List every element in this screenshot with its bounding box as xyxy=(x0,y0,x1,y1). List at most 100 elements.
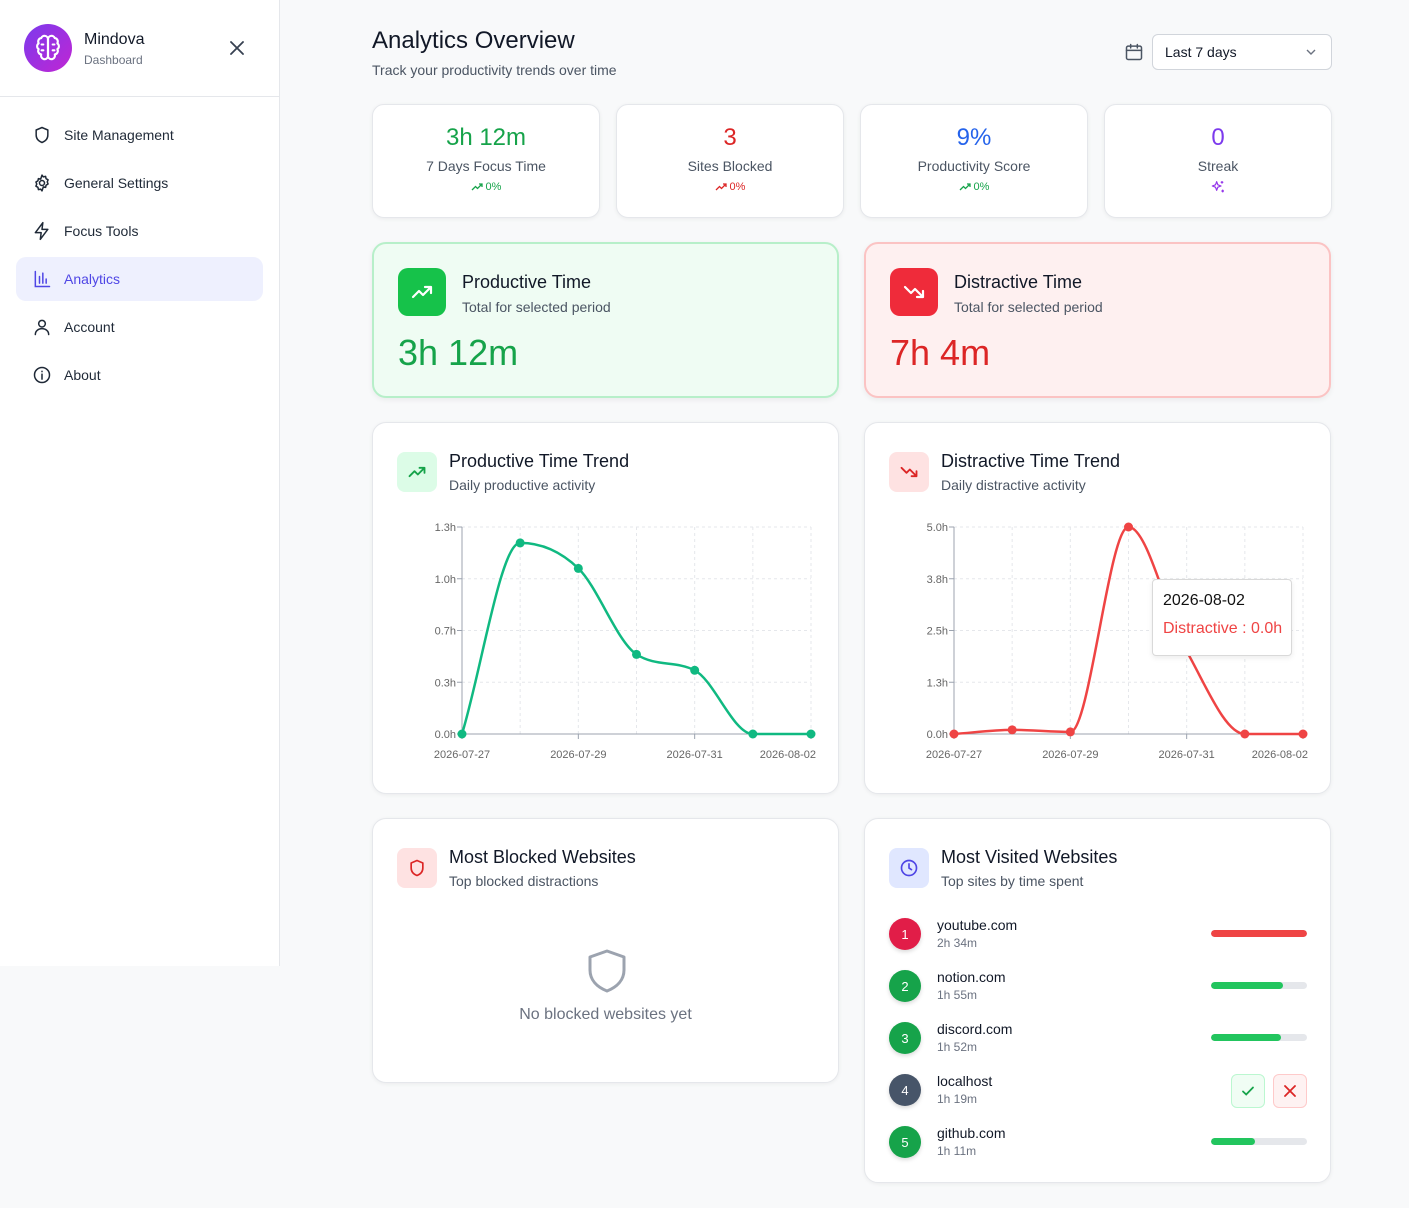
chart-tooltip: 2026-08-02 Distractive : 0.0h xyxy=(1152,579,1292,656)
distractive-time-card: Distractive Time Total for selected peri… xyxy=(864,242,1331,398)
sidebar-nav: Site Management General Settings Focus T… xyxy=(16,113,263,401)
x-tick-label: 2026-07-31 xyxy=(1159,749,1215,761)
series-line xyxy=(460,541,811,736)
tooltip-date: 2026-08-02 xyxy=(1163,592,1245,609)
data-point[interactable] xyxy=(949,729,959,739)
site-time: 1h 19m xyxy=(937,1092,978,1106)
data-point[interactable] xyxy=(748,729,758,739)
app-name: Mindova xyxy=(84,31,145,48)
date-range-value: Last 7 days xyxy=(1165,44,1237,60)
page-title: Analytics Overview xyxy=(372,27,575,54)
list-item[interactable]: 3 discord.com 1h 52m xyxy=(889,1021,1308,1062)
most-blocked-title: Most Blocked Websites xyxy=(449,847,636,867)
most-blocked-card: Most Blocked Websites Top blocked distra… xyxy=(372,818,839,1083)
rank-badge: 1 xyxy=(889,918,921,950)
data-point[interactable] xyxy=(573,563,583,573)
rank-badge: 3 xyxy=(889,1022,921,1054)
data-point[interactable] xyxy=(1065,727,1075,737)
data-point[interactable] xyxy=(1240,729,1250,739)
productive-trend-card: 0.0h 0.3h 0.7h 1.0h 1.3h 2026-07-27 2026-07-29… xyxy=(372,422,839,794)
confirm-button[interactable] xyxy=(1231,1074,1265,1108)
x-tick-label: 2026-07-29 xyxy=(1042,749,1098,761)
tooltip-value: Distractive : 0.0h xyxy=(1163,620,1283,637)
brain-logo-icon xyxy=(24,24,72,72)
trending-up-icon xyxy=(471,183,483,191)
rank-badge: 5 xyxy=(889,1126,921,1158)
sidebar-item-analytics[interactable]: Analytics xyxy=(16,257,263,301)
stat-change-value: 0% xyxy=(973,181,990,193)
stat-value: 9% xyxy=(956,124,992,151)
site-name: discord.com xyxy=(937,1021,1013,1037)
stat-card-focus-time: 3h 12m 7 Days Focus Time 0% xyxy=(372,104,600,218)
empty-state-text: No blocked websites yet xyxy=(519,1006,692,1023)
trending-down-icon xyxy=(889,452,929,492)
productive-trend-subtitle: Daily productive activity xyxy=(449,477,596,493)
y-tick-label: 5.0h xyxy=(927,522,948,534)
stat-change: 0% xyxy=(861,180,1087,194)
sidebar-item-label: General Settings xyxy=(64,175,169,191)
cancel-button[interactable] xyxy=(1273,1074,1307,1108)
stat-value: 0 xyxy=(1211,124,1225,151)
distractive-time-value: 7h 4m xyxy=(890,332,991,373)
close-sidebar-button[interactable] xyxy=(226,37,248,59)
stat-change: 0% xyxy=(373,180,599,194)
sidebar-item-about[interactable]: About xyxy=(16,353,263,397)
sidebar-item-general-settings[interactable]: General Settings xyxy=(16,161,263,205)
bar-chart-icon xyxy=(34,270,51,288)
usage-bar xyxy=(1211,930,1307,937)
trending-up-icon xyxy=(715,183,727,191)
most-visited-card: Most Visited Websites Top sites by time … xyxy=(864,818,1331,1183)
sidebar-item-site-management[interactable]: Site Management xyxy=(16,113,263,157)
most-blocked-subtitle: Top blocked distractions xyxy=(449,873,599,889)
user-icon xyxy=(34,319,50,336)
x-tick-label: 2026-07-29 xyxy=(550,749,606,761)
x-tick-label: 2026-08-02 xyxy=(760,749,816,761)
list-item[interactable]: 2 notion.com 1h 55m xyxy=(889,969,1308,1010)
y-tick-label: 3.8h xyxy=(927,574,948,586)
gear-icon xyxy=(35,174,49,192)
data-point[interactable] xyxy=(1124,522,1133,532)
site-name: github.com xyxy=(937,1125,1006,1141)
distractive-trend-card: 0.0h 1.3h 2.5h 3.8h 5.0h 2026-07-27 2026-07-29… xyxy=(864,422,1331,794)
list-item[interactable]: 4 localhost 1h 19m xyxy=(889,1073,1308,1114)
clock-icon xyxy=(889,848,929,888)
x-tick-label: 2026-07-27 xyxy=(926,749,982,761)
stat-card-streak: 0 Streak xyxy=(1104,104,1332,218)
productive-trend-title: Productive Time Trend xyxy=(449,451,630,471)
usage-bar-fill xyxy=(1211,1138,1256,1145)
stat-value: 3h 12m xyxy=(445,124,527,151)
sidebar-item-focus-tools[interactable]: Focus Tools xyxy=(16,209,263,253)
calendar-icon xyxy=(1125,43,1143,61)
data-point[interactable] xyxy=(1298,729,1308,739)
rank-badge: 2 xyxy=(889,970,921,1002)
sidebar-item-label: Focus Tools xyxy=(64,223,139,239)
sidebar-header: Mindova Dashboard xyxy=(0,0,279,97)
data-point[interactable] xyxy=(1007,725,1017,735)
site-name: youtube.com xyxy=(937,917,1018,933)
data-point[interactable] xyxy=(457,729,467,739)
trending-up-icon xyxy=(397,452,437,492)
y-tick-label: 1.3h xyxy=(927,677,948,689)
distractive-trend-title: Distractive Time Trend xyxy=(941,451,1121,471)
close-icon xyxy=(1284,1085,1296,1097)
data-point[interactable] xyxy=(806,729,816,739)
y-tick-label: 0.3h xyxy=(435,677,456,689)
site-name: notion.com xyxy=(937,969,1006,985)
data-point[interactable] xyxy=(632,649,641,659)
site-time: 2h 34m xyxy=(937,936,978,950)
sidebar-item-account[interactable]: Account xyxy=(16,305,263,349)
productive-time-subtitle: Total for selected period xyxy=(462,299,611,315)
data-point[interactable] xyxy=(515,538,525,548)
data-point[interactable] xyxy=(690,665,700,675)
list-item[interactable]: 1 youtube.com 2h 34m xyxy=(889,917,1308,958)
trending-up-icon xyxy=(398,268,446,316)
distractive-time-title: Distractive Time xyxy=(954,272,1083,292)
usage-bar xyxy=(1211,1138,1307,1145)
y-tick-label: 0.0h xyxy=(927,729,948,741)
site-time: 1h 52m xyxy=(937,1040,978,1054)
list-item[interactable]: 5 github.com 1h 11m xyxy=(889,1125,1308,1166)
usage-bar xyxy=(1211,1034,1307,1041)
stat-label: Productivity Score xyxy=(917,158,1031,174)
date-range-select[interactable]: Last 7 days xyxy=(1152,34,1332,70)
y-tick-label: 1.0h xyxy=(435,574,456,586)
